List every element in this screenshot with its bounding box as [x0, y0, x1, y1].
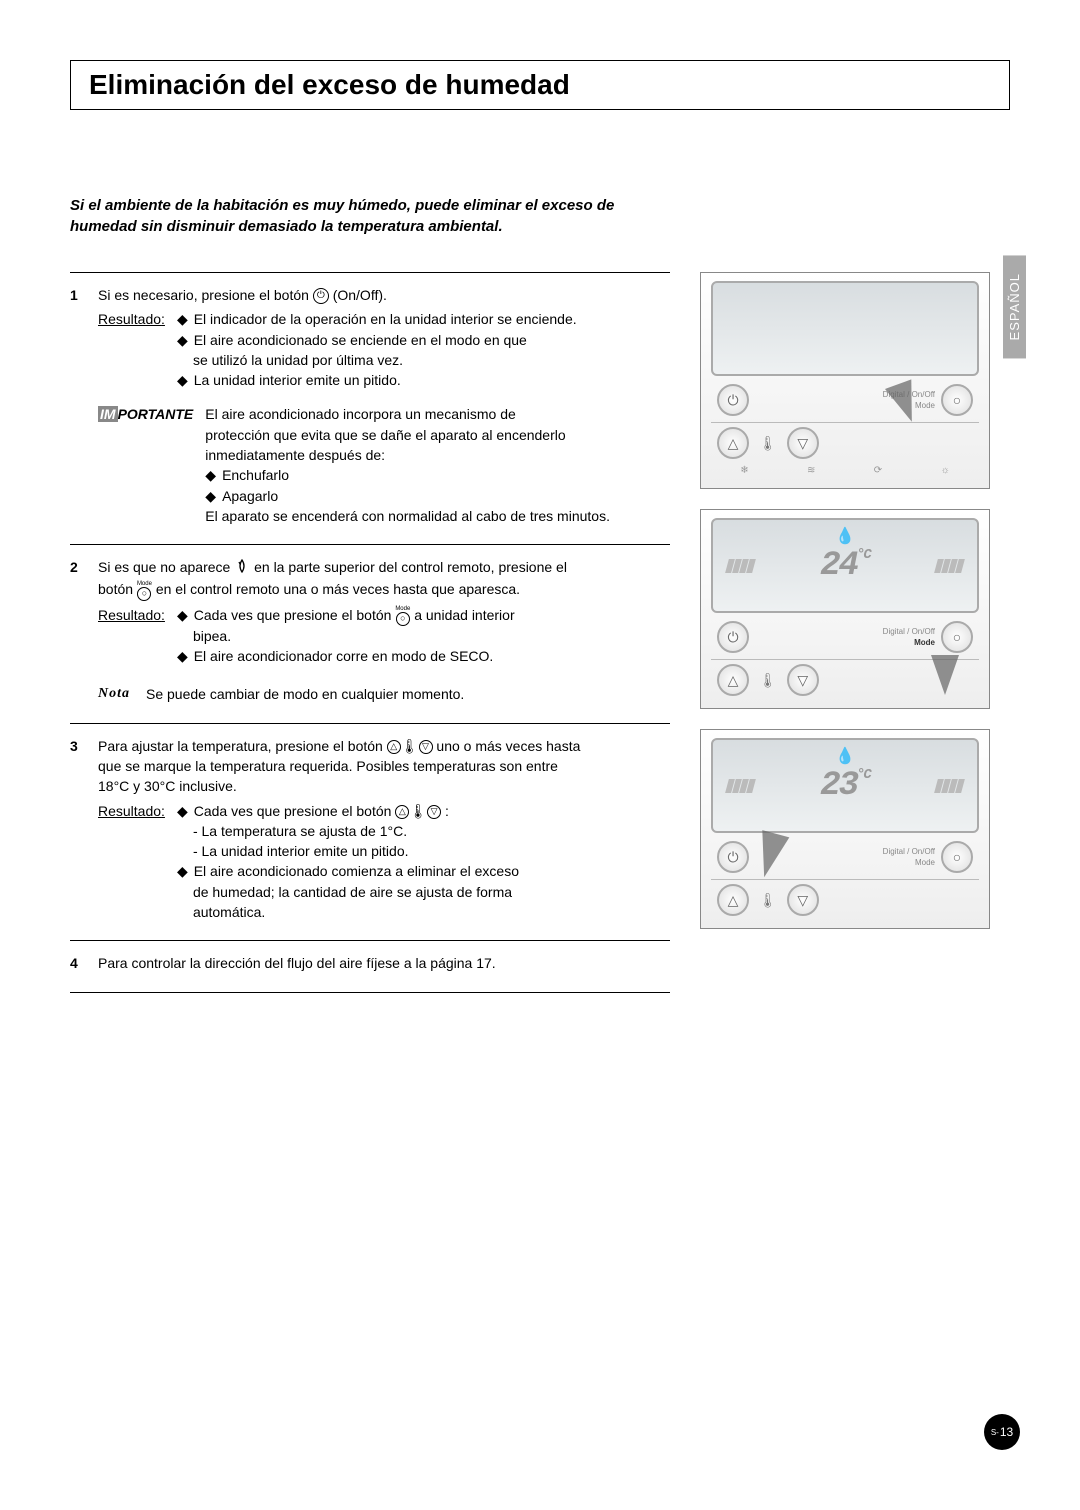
thermometer-icon: 🌡	[759, 892, 777, 909]
step-body: Para controlar la dirección del flujo de…	[98, 953, 670, 973]
dry-mode-icon: 💧	[835, 746, 855, 766]
remote-diagram-1: ⏻ Digital / On/Off Mode ○ △ 🌡 ▽ ❄≋⟳☼	[700, 272, 990, 489]
result-block: Resultado: ◆El indicador de la operación…	[98, 309, 670, 390]
dry-mode-icon	[234, 558, 250, 579]
dry-mode-icon: 💧	[835, 526, 855, 546]
step-text: Si es necesario, presione el botón ⏻ (On…	[98, 285, 670, 305]
note-label: Nota	[98, 684, 130, 704]
result-label: Resultado:	[98, 801, 165, 923]
power-button: ⏻	[717, 384, 749, 416]
up-button: △	[717, 664, 749, 696]
page-title-box: Eliminación del exceso de humedad	[70, 60, 1010, 110]
power-button: ⏻	[717, 841, 749, 873]
up-button: △	[717, 427, 749, 459]
down-icon: ▽	[419, 740, 433, 754]
up-icon: △	[387, 740, 401, 754]
mode-icons-row: ❄≋⟳☼	[711, 465, 979, 476]
note-block: Nota Se puede cambiar de modo en cualqui…	[98, 684, 670, 704]
remote-screen: 💧 23°C	[711, 738, 979, 833]
step-4: 4 Para controlar la dirección del flujo …	[70, 940, 670, 992]
remote-diagram-2: 💧 24°C ⏻ Digital / On/Off Mode ○ △ 🌡 ▽	[700, 509, 990, 709]
step-number: 3	[70, 736, 88, 923]
step-body: Si es necesario, presione el botón ⏻ (On…	[98, 285, 670, 526]
step-text: Para ajustar la temperatura, presione el…	[98, 736, 670, 756]
step-body: Si es que no aparece en la parte superio…	[98, 557, 670, 704]
step-2: 2 Si es que no aparece en la parte super…	[70, 544, 670, 722]
up-button: △	[717, 884, 749, 916]
step-body: Para ajustar la temperatura, presione el…	[98, 736, 670, 923]
step-number: 4	[70, 953, 88, 973]
mode-button-icon: Mode○	[137, 581, 152, 601]
remote-screen	[711, 281, 979, 376]
language-tab: ESPAÑOL	[1003, 255, 1026, 358]
thermometer-icon: 🌡	[759, 672, 777, 689]
step-1: 1 Si es necesario, presione el botón ⏻ (…	[70, 272, 670, 544]
diagram-column: ⏻ Digital / On/Off Mode ○ △ 🌡 ▽ ❄≋⟳☼ 💧 2…	[700, 272, 1000, 993]
important-label: IMPORTANTE	[98, 404, 193, 526]
down-button: ▽	[787, 884, 819, 916]
text-column: 1 Si es necesario, presione el botón ⏻ (…	[70, 272, 670, 993]
power-button: ⏻	[717, 621, 749, 653]
page-number-badge: S-13	[984, 1414, 1020, 1450]
step-text: Si es que no aparece en la parte superio…	[98, 557, 670, 579]
mode-button: ○	[941, 621, 973, 653]
intro-text: Si el ambiente de la habitación es muy h…	[70, 195, 630, 237]
down-button: ▽	[787, 664, 819, 696]
result-block: Resultado: ◆ Cada ves que presione el bo…	[98, 801, 670, 923]
step-3: 3 Para ajustar la temperatura, presione …	[70, 723, 670, 941]
down-icon: ▽	[427, 805, 441, 819]
page-title: Eliminación del exceso de humedad	[89, 69, 991, 101]
mode-button-icon: Mode○	[395, 606, 410, 626]
arrow-indicator	[751, 830, 790, 881]
step-number: 2	[70, 557, 88, 704]
important-block: IMPORTANTE El aire acondicionado incorpo…	[98, 404, 670, 526]
remote-screen: 💧 24°C	[711, 518, 979, 613]
down-button: ▽	[787, 427, 819, 459]
remote-diagram-3: 💧 23°C ⏻ Digital / On/Off Mode ○ △ 🌡 ▽	[700, 729, 990, 929]
content-columns: 1 Si es necesario, presione el botón ⏻ (…	[70, 272, 1010, 993]
result-label: Resultado:	[98, 605, 165, 667]
step-number: 1	[70, 285, 88, 526]
result-block: Resultado: ◆ Cada ves que presione el bo…	[98, 605, 670, 667]
thermometer-icon: 🌡	[759, 435, 777, 452]
mode-button: ○	[941, 841, 973, 873]
mode-button: ○	[941, 384, 973, 416]
up-icon: △	[395, 805, 409, 819]
power-icon: ⏻	[313, 288, 329, 304]
result-label: Resultado:	[98, 309, 165, 390]
arrow-indicator	[931, 655, 959, 695]
